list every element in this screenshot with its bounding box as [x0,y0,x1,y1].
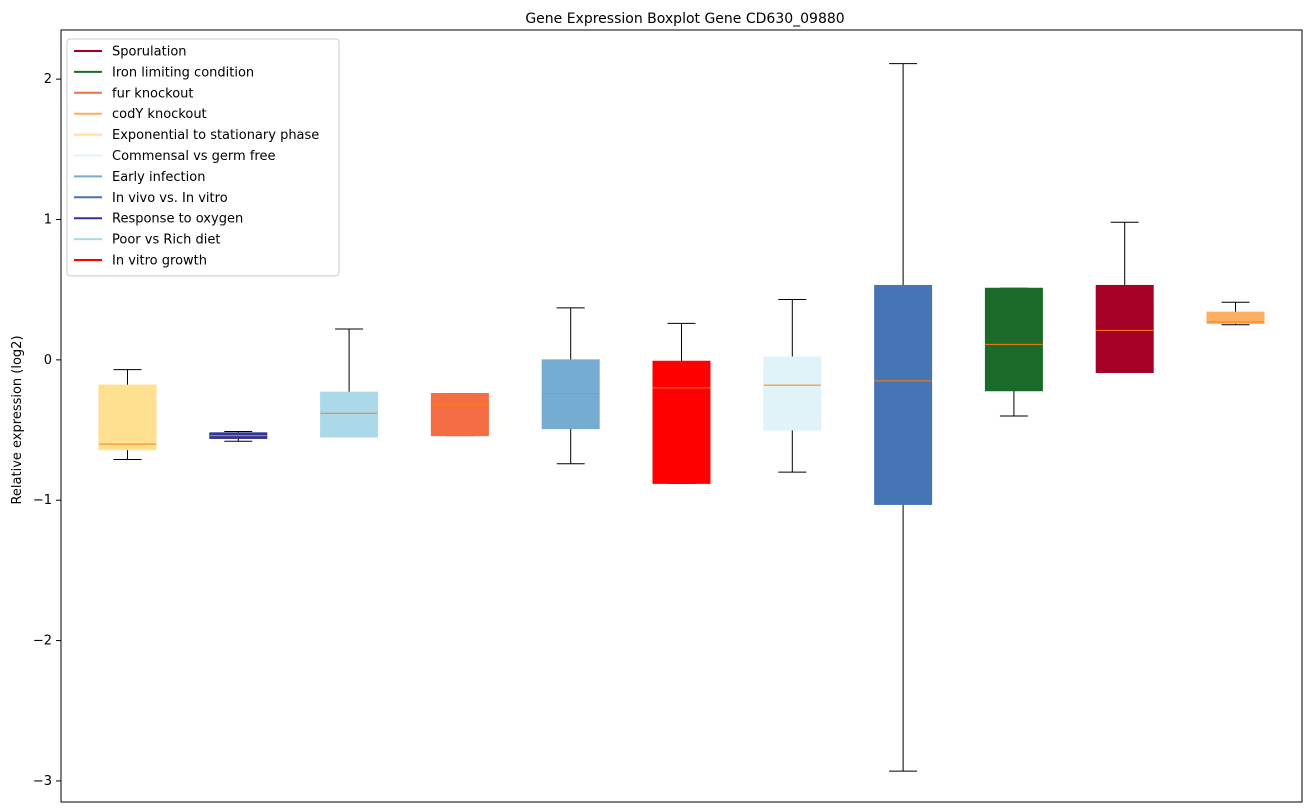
legend-label: In vitro growth [112,254,207,269]
y-tick-label: 1 [44,212,52,227]
box-11 [1206,301,1265,326]
box-body [320,391,379,438]
box-body [763,356,822,431]
y-tick-label: −3 [33,774,52,789]
y-tick-label: 0 [44,353,52,368]
box-9 [984,287,1043,417]
legend: Sporulation Iron limiting condition fur kn… [66,38,340,277]
y-tick-label: −2 [33,634,52,649]
legend-label: Iron limiting condition [112,65,254,80]
chart-title: Gene Expression Boxplot Gene CD630_09880 [525,11,844,27]
legend-label: Early infection [112,170,205,185]
y-axis: −3 −2 −1 0 1 2 [33,72,61,789]
box-body [984,287,1043,392]
box-6 [652,322,711,484]
plot-frame [60,29,1303,803]
box-1 [98,369,157,461]
box-body [541,359,600,430]
legend-label: Sporulation [112,45,187,60]
box-5 [541,307,600,465]
box-4 [430,393,489,437]
y-tick-label: 2 [44,72,52,87]
box-body [98,384,157,451]
legend-label: In vivo vs. In vitro [112,191,228,206]
legend-label: Commensal vs germ free [112,149,275,164]
legend-label: Response to oxygen [112,212,243,227]
box-body [652,360,711,484]
boxes-layer [98,63,1265,772]
legend-box [66,38,340,277]
box-body [1206,311,1265,324]
box-body [430,393,489,437]
legend-label: Exponential to stationary phase [112,128,319,143]
y-axis-label: Relative expression (log2) [10,335,25,504]
box-3 [320,328,379,438]
y-tick-label: −1 [33,493,52,508]
legend-label: fur knockout [112,86,194,101]
box-7 [763,298,822,473]
box-10 [1095,221,1154,373]
legend-label: codY knockout [112,107,207,122]
legend-label: Poor vs Rich diet [112,233,220,248]
box-8 [874,63,933,772]
box-body [1095,284,1154,373]
box-body [874,284,933,505]
box-2 [209,430,268,442]
